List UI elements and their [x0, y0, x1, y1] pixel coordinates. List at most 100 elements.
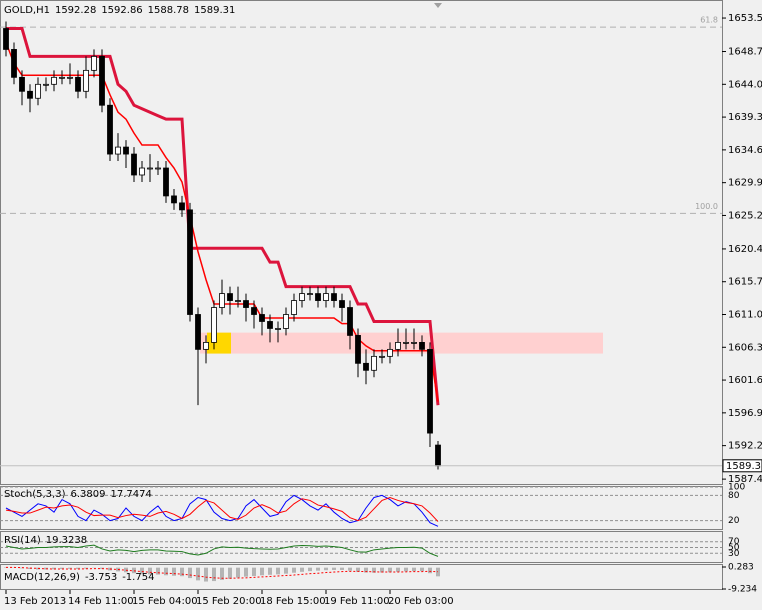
level-label: 100.0 [695, 202, 718, 211]
candle-body [315, 293, 321, 301]
candle-body [67, 76, 73, 79]
candle-body [387, 348, 393, 357]
candle-body [227, 293, 233, 301]
histogram-bar [324, 567, 328, 571]
candle-body [147, 167, 153, 170]
candle-body [427, 348, 433, 434]
indicator-line [6, 566, 439, 579]
candle-body [299, 293, 305, 301]
candle-body [403, 341, 409, 344]
y-tick-label: 1639.30 [728, 112, 762, 123]
histogram-bar [380, 567, 384, 573]
histogram-bar [204, 567, 208, 582]
indicator-title: RSI(14) [4, 535, 41, 546]
stoch-panel [0, 486, 723, 530]
indicator-title: MACD(12,26,9) [4, 572, 80, 583]
x-tick-label: 14 Feb 11:00 [68, 596, 134, 607]
histogram-bar [76, 567, 80, 570]
y-tick-label: 0.283 [728, 563, 754, 573]
histogram-bar [404, 567, 408, 572]
y-tick-label: -9.234 [728, 585, 757, 595]
candle-body [371, 355, 377, 371]
candle-body [139, 167, 145, 176]
indicator-value: -3.753 [85, 572, 117, 583]
candle-body [339, 300, 345, 308]
y-tick-label: 50 [728, 543, 740, 553]
candle-body [11, 49, 17, 78]
last-price-box [722, 459, 762, 473]
candle-body [115, 146, 121, 155]
shift-marker [434, 3, 442, 8]
histogram-bar [284, 567, 288, 574]
histogram-bar [148, 567, 152, 575]
histogram-bar [356, 567, 360, 572]
y-tick-label: 70 [728, 537, 740, 547]
histogram-bar [372, 567, 376, 573]
indicator-line [5, 544, 439, 557]
candle-body [35, 83, 41, 99]
candle-body [83, 69, 89, 92]
candle-body [43, 83, 49, 86]
histogram-bar [188, 567, 192, 579]
candle-body [395, 341, 401, 350]
histogram-bar [300, 567, 304, 572]
candle-body [235, 300, 241, 302]
candle-body [323, 293, 329, 301]
candle-body [267, 321, 273, 329]
y-tick-label: 1625.20 [728, 210, 762, 221]
histogram-bar [332, 567, 336, 570]
x-tick-label: 13 Feb 2013 [4, 596, 66, 607]
histogram-bar [164, 567, 168, 576]
histogram-bar [156, 567, 160, 575]
header-low: 1588.78 [148, 5, 189, 16]
histogram-bar [196, 567, 200, 581]
indicator-line [5, 496, 439, 522]
candle-body [27, 90, 33, 99]
y-tick-label: 1634.60 [728, 145, 762, 156]
candle-body [211, 307, 217, 343]
candle-body [243, 300, 249, 308]
candle-body [291, 300, 297, 315]
histogram-bar [228, 567, 232, 579]
candle-body [107, 104, 113, 155]
candle-body [259, 314, 265, 322]
candle-body [123, 146, 129, 155]
y-tick-label: 1653.50 [728, 13, 762, 24]
candle-body [411, 341, 417, 344]
x-tick-label: 19 Feb 11:00 [324, 596, 390, 607]
histogram-bar [348, 567, 352, 571]
histogram-bar [420, 567, 424, 572]
histogram-bar [292, 567, 296, 573]
indicator-value: 6.3809 [70, 489, 105, 500]
candle-body [283, 314, 289, 329]
y-tick-label: 80 [728, 491, 740, 501]
y-tick-label: 1620.40 [728, 244, 762, 255]
candle-body [3, 28, 9, 50]
chart-title: GOLD,H1 [4, 5, 50, 16]
x-tick-label: 18 Feb 15:00 [260, 596, 326, 607]
candle-body [251, 307, 257, 315]
last-price-label: 1589.31 [726, 461, 762, 472]
level-label: 61.8 [700, 16, 718, 25]
candle-body [187, 209, 193, 315]
y-tick-label: 1648.70 [728, 47, 762, 58]
main-panel [0, 0, 723, 485]
y-tick-label: 1644.00 [728, 79, 762, 90]
y-tick-label: 20 [728, 516, 740, 526]
candle-body [435, 444, 441, 467]
histogram-bar [252, 567, 256, 576]
header-high: 1592.86 [101, 5, 142, 16]
histogram-bar [268, 567, 272, 575]
y-tick-label: 30 [728, 549, 740, 559]
y-tick-label: 1606.30 [728, 342, 762, 353]
candle-body [363, 362, 369, 371]
header-open: 1592.28 [55, 5, 96, 16]
histogram-bar [172, 567, 176, 576]
histogram-bar [340, 567, 344, 570]
histogram-bar [180, 567, 184, 577]
candle-body [347, 307, 353, 336]
x-tick-label: 15 Feb 04:00 [132, 596, 198, 607]
histogram-bar [276, 567, 280, 575]
histogram-bar [388, 567, 392, 573]
header-close: 1589.31 [194, 5, 235, 16]
